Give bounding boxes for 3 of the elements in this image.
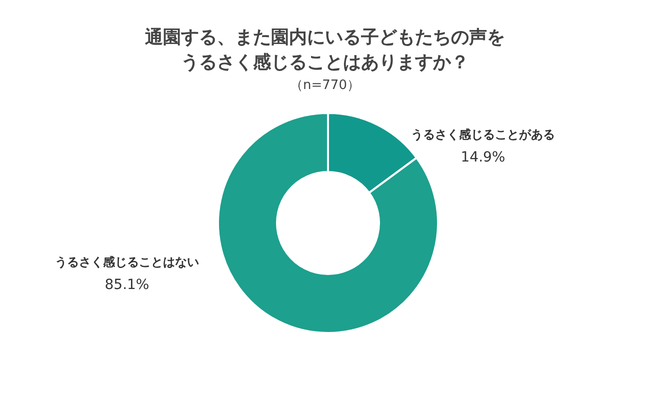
subtitle: （n=770）: [290, 78, 360, 93]
title: 通園する、また園内にいる子どもたちの声を: [145, 27, 505, 48]
title: うるさく感じることはありますか？: [181, 52, 469, 73]
